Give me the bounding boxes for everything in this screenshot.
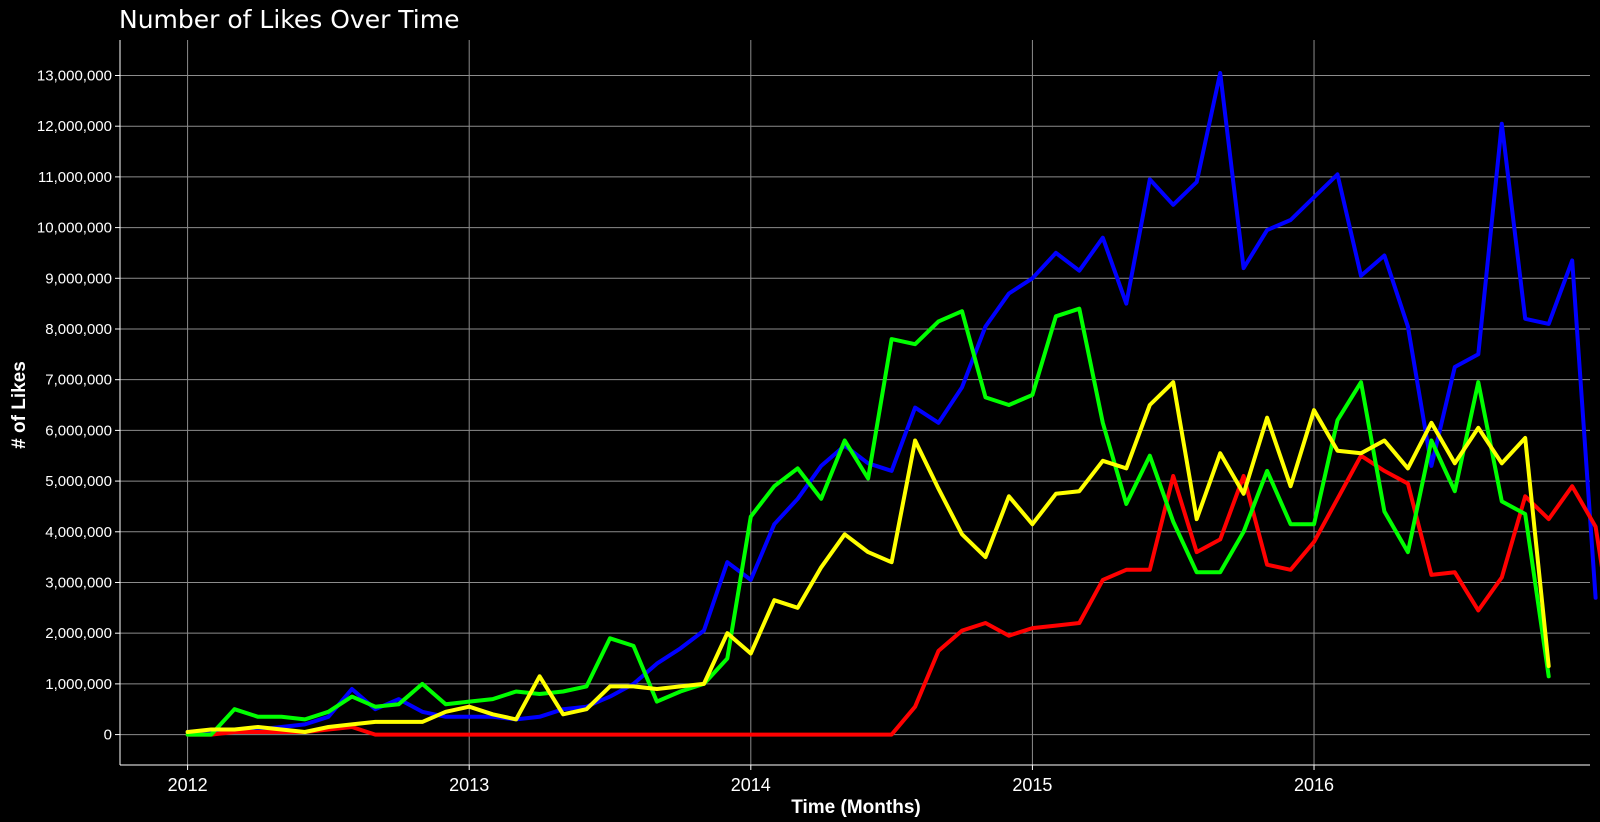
y-tick-label: 2,000,000: [45, 625, 112, 642]
series-line-3: [185, 380, 1551, 734]
chart-title: Number of Likes Over Time: [119, 5, 460, 34]
x-tick-label: 2016: [1294, 775, 1334, 795]
x-tick-label: 2013: [449, 775, 489, 795]
y-tick-label: 9,000,000: [45, 270, 112, 287]
series-line-1: [185, 453, 1600, 737]
y-axis-title: # of Likes: [9, 361, 30, 449]
x-tick-label: 2012: [168, 775, 208, 795]
series-lines: [185, 71, 1600, 737]
series-line-2: [185, 306, 1551, 737]
x-tick-label: 2015: [1012, 775, 1052, 795]
axes: [115, 40, 1590, 770]
y-tick-label: 10,000,000: [37, 220, 112, 237]
series-line-0: [185, 71, 1598, 734]
y-tick-label: 6,000,000: [45, 422, 112, 439]
y-tick-labels: 0 1,000,000 2,000,000 3,000,000 4,000,000 5,0…: [37, 67, 112, 743]
x-tick-label: 2014: [731, 775, 771, 795]
y-tick-label: 1,000,000: [45, 676, 112, 693]
y-tick-label: 3,000,000: [45, 574, 112, 591]
y-tick-label: 7,000,000: [45, 372, 112, 389]
y-tick-label: 13,000,000: [37, 67, 112, 84]
grid: [120, 40, 1590, 765]
y-tick-label: 4,000,000: [45, 524, 112, 541]
x-tick-labels: 2012 2013 2014 2015 2016: [168, 775, 1334, 795]
y-tick-label: 12,000,000: [37, 118, 112, 135]
y-tick-label: 8,000,000: [45, 321, 112, 338]
y-tick-label: 11,000,000: [38, 169, 112, 186]
x-axis-title: Time (Months): [791, 797, 920, 818]
y-tick-label: 5,000,000: [45, 473, 112, 490]
y-tick-label: 0: [104, 727, 112, 744]
